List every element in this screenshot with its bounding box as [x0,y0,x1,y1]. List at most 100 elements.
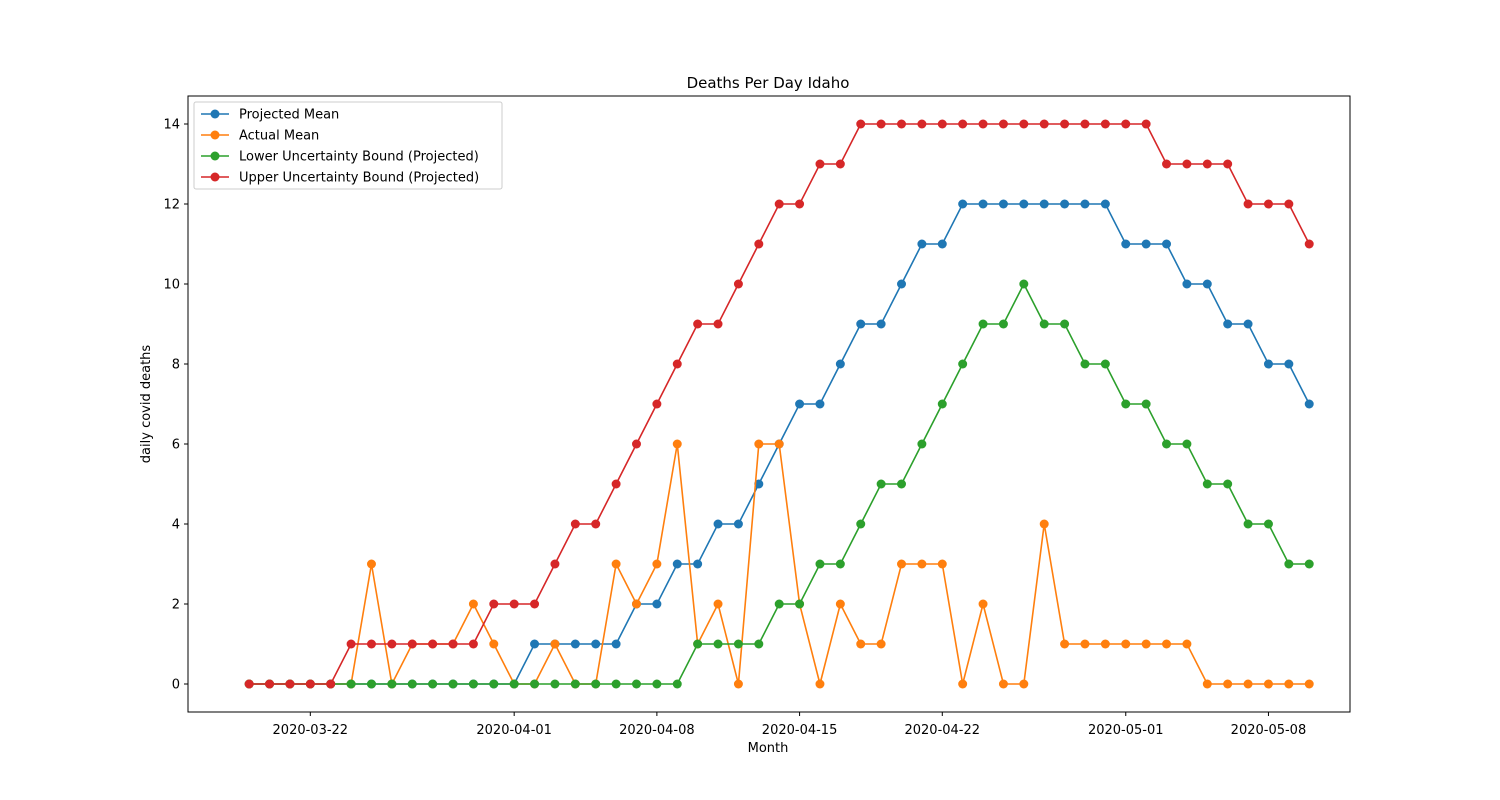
data-point [468,599,478,609]
data-point [795,399,805,409]
legend-swatch-marker [210,172,220,182]
data-point [835,359,845,369]
data-point [1039,199,1049,209]
data-point [591,639,601,649]
data-point [856,639,866,649]
x-axis: 2020-03-22 2020-04-01 2020-04-08 2020-04-15… [273,712,1307,738]
x-tick-label: 2020-05-08 [1231,723,1307,738]
data-point [509,599,519,609]
data-point [774,599,784,609]
data-point [1121,239,1131,249]
legend-item: Projected Mean [201,108,339,123]
data-point [835,159,845,169]
data-point [815,399,825,409]
data-point [1080,639,1090,649]
y-tick-label: 4 [172,518,180,533]
data-point [1304,239,1314,249]
data-point [1019,199,1029,209]
data-point [815,159,825,169]
data-point [1162,639,1172,649]
data-point [693,319,703,329]
legend-item: Actual Mean [201,129,319,144]
data-point [672,559,682,569]
data-point [937,239,947,249]
data-point [244,679,254,689]
data-point [1223,159,1233,169]
data-point [1060,639,1070,649]
data-point [978,199,988,209]
data-point [876,479,886,489]
y-tick-label: 0 [172,678,180,693]
data-point [733,679,743,689]
data-point [428,679,438,689]
data-point [631,599,641,609]
x-tick-label: 2020-03-22 [273,723,349,738]
data-point [1121,639,1131,649]
data-point [1304,399,1314,409]
data-point [1202,479,1212,489]
legend-label: Upper Uncertainty Bound (Projected) [239,171,479,186]
data-point [366,679,376,689]
series-3 [244,279,1314,689]
data-point [448,639,458,649]
data-point [713,319,723,329]
data-point [1162,159,1172,169]
data-point [937,399,947,409]
data-point [265,679,275,689]
data-point [1284,359,1294,369]
y-axis: 0 2 4 6 8 10 12 14 [163,118,188,693]
data-point [1223,479,1233,489]
data-point [876,119,886,129]
data-point [937,119,947,129]
data-point [1080,119,1090,129]
data-point [530,679,540,689]
data-point [917,439,927,449]
data-point [998,119,1008,129]
data-point [1100,119,1110,129]
data-point [754,639,764,649]
data-point [856,319,866,329]
data-point [1304,679,1314,689]
data-point [958,199,968,209]
data-point [897,279,907,289]
data-point [631,679,641,689]
data-point [468,679,478,689]
data-point [652,679,662,689]
data-point [1141,239,1151,249]
data-point [754,239,764,249]
legend-item: Upper Uncertainty Bound (Projected) [201,171,479,186]
data-point [1284,679,1294,689]
data-point [489,599,499,609]
data-point [1039,519,1049,529]
data-point [407,639,417,649]
data-point [1284,199,1294,209]
y-tick-label: 12 [163,198,180,213]
y-tick-label: 2 [172,598,180,613]
data-point [1182,439,1192,449]
data-point [856,119,866,129]
data-point [1060,319,1070,329]
legend-label: Projected Mean [239,108,339,123]
data-point [428,639,438,649]
x-tick-label: 2020-04-08 [619,723,695,738]
data-point [1100,359,1110,369]
data-point [305,679,315,689]
data-point [1263,359,1273,369]
data-point [530,599,540,609]
data-point [815,679,825,689]
data-point [387,639,397,649]
data-point [978,319,988,329]
data-point [611,479,621,489]
series-4 [244,119,1314,689]
data-point [897,559,907,569]
data-point [754,479,764,489]
data-point [998,319,1008,329]
data-point [754,439,764,449]
data-point [652,399,662,409]
data-point [611,639,621,649]
x-tick-label: 2020-04-22 [904,723,980,738]
data-point [1019,119,1029,129]
data-point [407,679,417,689]
data-point [1202,279,1212,289]
y-axis-label: daily covid deaths [139,345,154,464]
